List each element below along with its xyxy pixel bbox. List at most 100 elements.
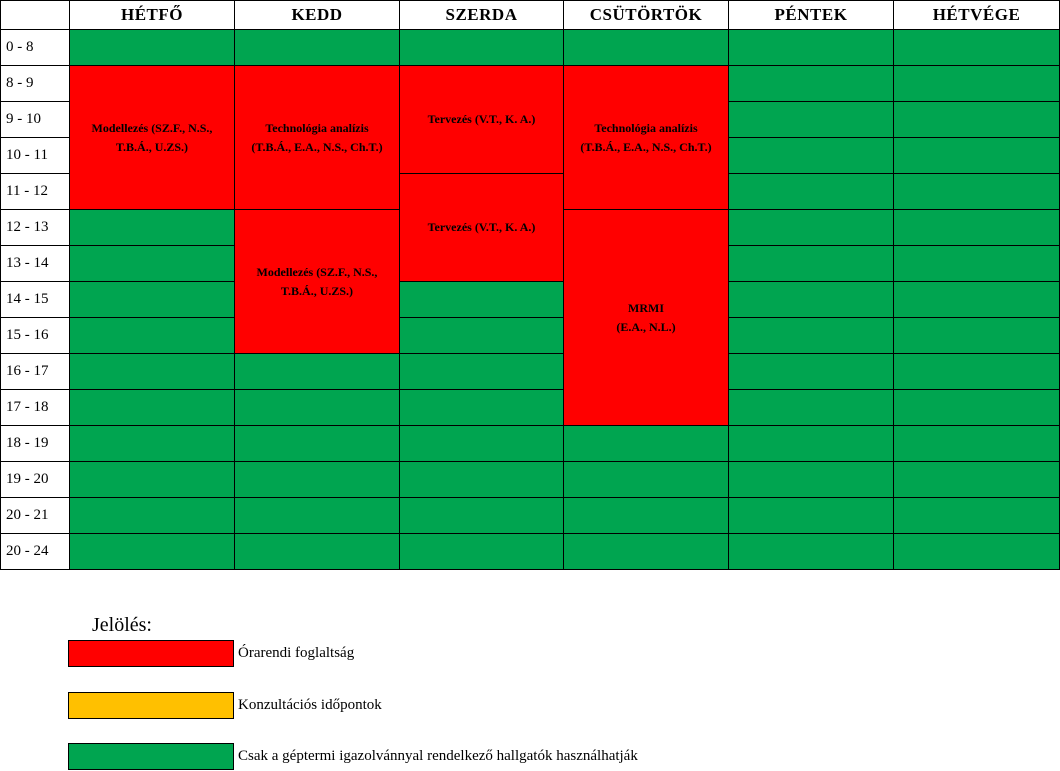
legend-label-busy: Órarendi foglaltság	[238, 645, 355, 661]
free-slot	[563, 461, 729, 498]
free-slot	[893, 245, 1060, 282]
free-slot	[563, 497, 729, 534]
free-slot	[893, 461, 1060, 498]
free-slot	[893, 353, 1060, 390]
time-slot-label: 15 - 16	[0, 317, 70, 354]
free-slot	[893, 65, 1060, 102]
time-slot-label: 19 - 20	[0, 461, 70, 498]
time-slot-label: 18 - 19	[0, 425, 70, 462]
free-slot	[399, 425, 564, 462]
class-instructors: T.B.Á., U.ZS.)	[280, 283, 354, 298]
scheduled-class-block: Modellezés (SZ.F., N.S., T.B.Á., U.ZS.)	[234, 209, 400, 354]
class-title: Modellezés (SZ.F., N.S.,	[91, 120, 213, 135]
free-slot	[728, 317, 894, 354]
free-slot	[728, 461, 894, 498]
legend-label-consultation: Konzultációs időpontok	[238, 697, 382, 713]
free-slot	[728, 173, 894, 210]
free-slot	[399, 497, 564, 534]
free-slot	[563, 29, 729, 66]
free-slot	[893, 281, 1060, 318]
free-slot	[234, 29, 400, 66]
free-slot	[728, 65, 894, 102]
time-slot-label: 0 - 8	[0, 29, 70, 66]
free-slot	[234, 461, 400, 498]
time-slot-label: 12 - 13	[0, 209, 70, 246]
class-title: Technológia analízis	[594, 120, 698, 135]
free-slot	[69, 281, 235, 318]
free-slot	[893, 389, 1060, 426]
free-slot	[69, 497, 235, 534]
free-slot	[69, 209, 235, 246]
scheduled-class-block: Tervezés (V.T., K. A.)	[399, 173, 564, 282]
class-block-text: Technológia analízis (T.B.Á., E.A., N.S.,…	[580, 119, 711, 157]
time-slot-label: 20 - 24	[0, 533, 70, 570]
free-slot	[69, 245, 235, 282]
legend-swatch-free	[68, 743, 234, 770]
free-slot	[728, 389, 894, 426]
class-block-text: Modellezés (SZ.F., N.S., T.B.Á., U.ZS.)	[92, 119, 213, 157]
class-instructors: (T.B.Á., E.A., N.S., Ch.T.)	[251, 139, 383, 154]
scheduled-class-block: Modellezés (SZ.F., N.S., T.B.Á., U.ZS.)	[69, 65, 235, 210]
class-title: Tervezés (V.T., K. A.)	[427, 220, 536, 234]
class-title: Tervezés (V.T., K. A.)	[427, 112, 536, 126]
free-slot	[69, 425, 235, 462]
free-slot	[69, 353, 235, 390]
free-slot	[69, 317, 235, 354]
free-slot	[399, 353, 564, 390]
legend-label-free: Csak a géptermi igazolvánnyal rendelkező…	[238, 748, 638, 764]
free-slot	[69, 389, 235, 426]
legend-swatch-consultation	[68, 692, 234, 719]
scheduled-class-block: Technológia analízis (T.B.Á., E.A., N.S.,…	[563, 65, 729, 210]
day-header: HÉTFŐ	[69, 0, 235, 30]
free-slot	[728, 245, 894, 282]
free-slot	[563, 533, 729, 570]
scheduled-class-block: Tervezés (V.T., K. A.)	[399, 65, 564, 174]
class-instructors: (E.A., N.L.)	[616, 319, 676, 334]
free-slot	[399, 29, 564, 66]
day-header: SZERDA	[399, 0, 564, 30]
free-slot	[893, 137, 1060, 174]
time-slot-label: 20 - 21	[0, 497, 70, 534]
free-slot	[728, 353, 894, 390]
class-instructors: (T.B.Á., E.A., N.S., Ch.T.)	[580, 139, 712, 154]
scheduled-class-block: Technológia analízis (T.B.Á., E.A., N.S.,…	[234, 65, 400, 210]
free-slot	[893, 29, 1060, 66]
free-slot	[728, 101, 894, 138]
class-block-text: Modellezés (SZ.F., N.S., T.B.Á., U.ZS.)	[257, 263, 378, 301]
class-block-text: Tervezés (V.T., K. A.)	[428, 110, 536, 129]
day-header: HÉTVÉGE	[893, 0, 1060, 30]
class-block-text: Tervezés (V.T., K. A.)	[428, 218, 536, 237]
free-slot	[234, 533, 400, 570]
free-slot	[893, 317, 1060, 354]
free-slot	[69, 29, 235, 66]
free-slot	[893, 101, 1060, 138]
free-slot	[893, 209, 1060, 246]
time-slot-label: 14 - 15	[0, 281, 70, 318]
scheduled-class-block: MRMI (E.A., N.L.)	[563, 209, 729, 426]
time-slot-label: 17 - 18	[0, 389, 70, 426]
free-slot	[234, 425, 400, 462]
free-slot	[69, 533, 235, 570]
free-slot	[728, 425, 894, 462]
free-slot	[893, 173, 1060, 210]
legend-title: Jelölés:	[92, 614, 152, 636]
time-slot-label: 9 - 10	[0, 101, 70, 138]
day-header: CSÜTÖRTÖK	[563, 0, 729, 30]
free-slot	[399, 317, 564, 354]
free-slot	[563, 425, 729, 462]
class-title: Modellezés (SZ.F., N.S.,	[256, 264, 378, 279]
free-slot	[234, 497, 400, 534]
free-slot	[728, 209, 894, 246]
free-slot	[728, 281, 894, 318]
legend-swatch-busy	[68, 640, 234, 667]
free-slot	[893, 425, 1060, 462]
class-block-text: MRMI (E.A., N.L.)	[616, 299, 675, 337]
day-header: KEDD	[234, 0, 400, 30]
day-header: PÉNTEK	[728, 0, 894, 30]
free-slot	[728, 497, 894, 534]
free-slot	[728, 137, 894, 174]
corner-cell	[0, 0, 70, 30]
time-slot-label: 16 - 17	[0, 353, 70, 390]
free-slot	[399, 281, 564, 318]
timetable-grid: HÉTFŐ KEDD SZERDA CSÜTÖRTÖK PÉNTEK HÉTVÉGE 0 -…	[0, 0, 1060, 570]
